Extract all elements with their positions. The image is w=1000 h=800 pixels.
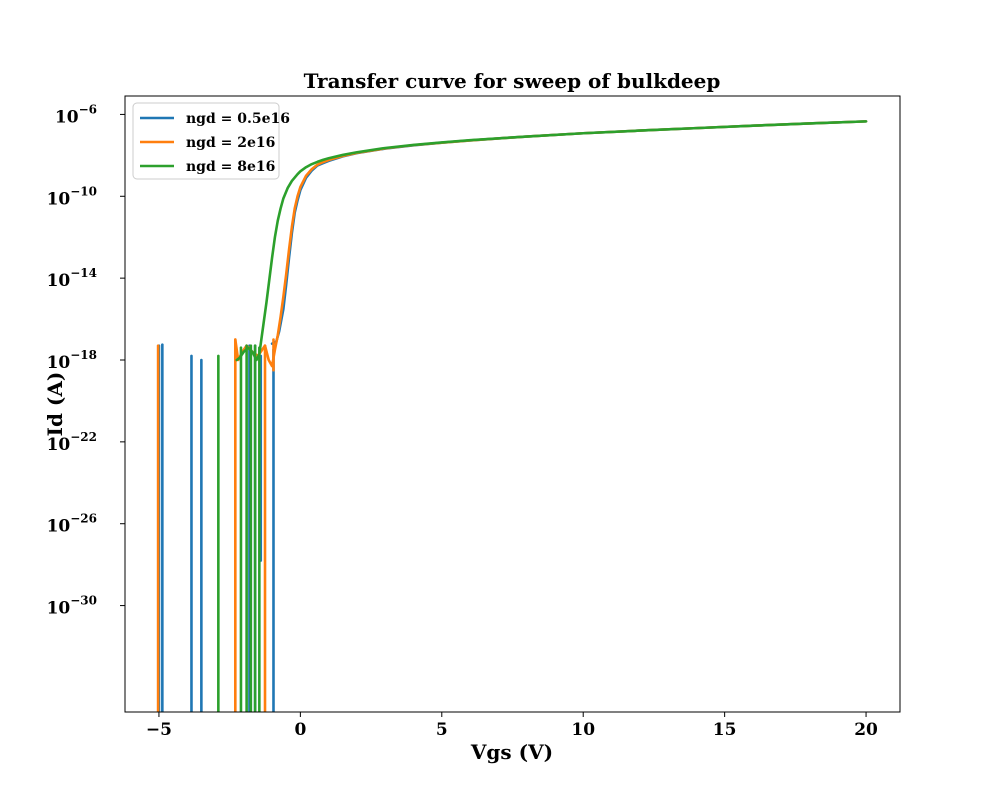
legend: ngd = 0.5e16 ngd = 2e16 ngd = 8e16 [132,102,290,180]
y-tick-label: 10−18 [47,348,97,373]
y-axis: 10−6 10−10 10−14 10−18 10−22 10−26 10−30 [47,102,125,619]
series-3 [217,120,868,712]
y-tick-label: 10−6 [55,102,97,127]
x-tick-label: 15 [713,720,737,740]
y-tick-label: 10−30 [47,594,97,619]
y-tick-label: 10−22 [47,430,97,455]
plot-frame [124,95,901,713]
x-axis-label: Vgs (V) [470,740,553,764]
x-tick-label: −5 [146,720,172,740]
y-tick-label: 10−14 [47,266,97,291]
y-axis-label: Id (A) [43,372,67,437]
x-tick-label: 20 [854,720,878,740]
x-axis: −5 0 5 10 15 20 [146,712,878,740]
x-tick-label: 0 [294,720,306,740]
x-tick-label: 5 [436,720,448,740]
y-tick-label: 10−10 [47,184,97,209]
legend-label: ngd = 8e16 [186,159,275,175]
legend-label: ngd = 2e16 [186,135,275,151]
chart-title: Transfer curve for sweep of bulkdeep [304,69,721,93]
legend-box [132,102,280,180]
y-tick-label: 10−26 [47,512,97,537]
x-tick-label: 10 [571,720,595,740]
series-layer [156,120,868,712]
series-line [235,120,868,362]
legend-label: ngd = 0.5e16 [186,111,290,127]
